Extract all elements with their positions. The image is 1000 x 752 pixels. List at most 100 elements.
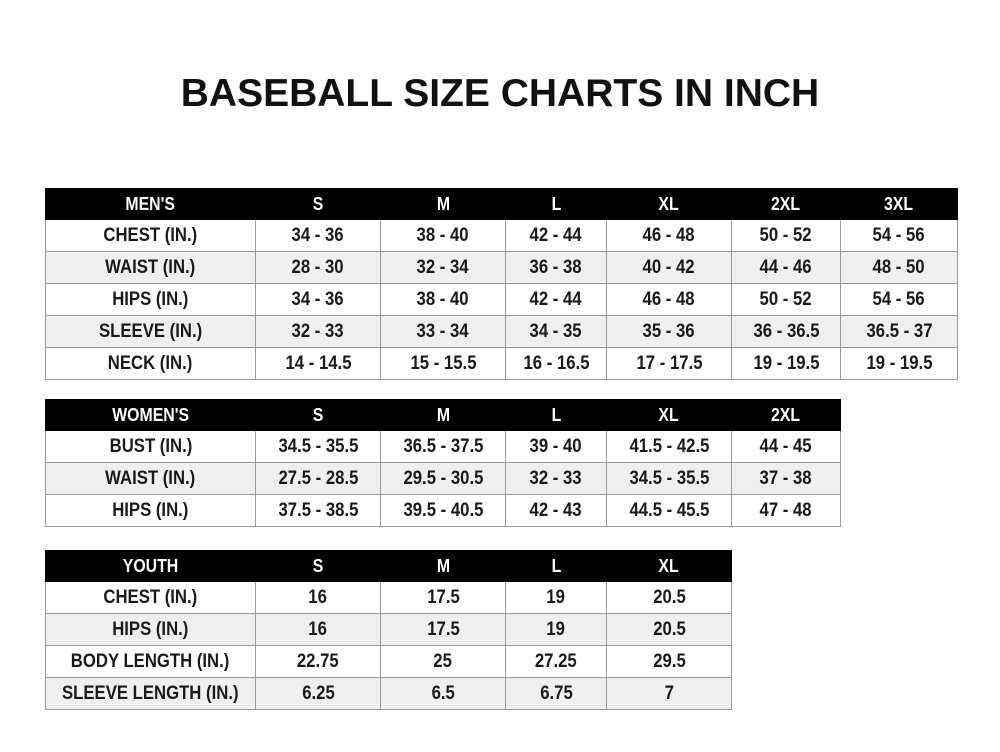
- size-value: 25: [380, 645, 506, 678]
- size-value: 42 - 43: [505, 494, 607, 527]
- size-header: M: [380, 399, 506, 431]
- youth-size-table: YOUTH S M L XL CHEST (IN.) 16 17.5 19 20.5 HIPS (I…: [45, 550, 732, 710]
- size-value: 36 - 38: [505, 251, 607, 284]
- cell-text: 16 - 16.5: [523, 352, 589, 374]
- size-value: 34.5 - 35.5: [255, 430, 381, 463]
- header-label: S: [312, 193, 324, 214]
- size-value: 19: [505, 581, 607, 614]
- size-header: 3XL: [840, 188, 958, 220]
- cell-text: HIPS (IN.): [112, 618, 189, 640]
- header-label: S: [312, 404, 324, 425]
- category-header: YOUTH: [45, 550, 256, 582]
- cell-text: 36 - 38: [529, 256, 583, 278]
- size-value: 47 - 48: [731, 494, 841, 527]
- cell-text: WAIST (IN.): [105, 467, 196, 489]
- header-label: XL: [658, 555, 680, 576]
- size-value: 41.5 - 42.5: [606, 430, 732, 463]
- size-value: 46 - 48: [606, 219, 732, 252]
- cell-text: 19 - 19.5: [866, 352, 932, 374]
- measurement-label: WAIST (IN.): [45, 251, 256, 284]
- cell-text: 17 - 17.5: [636, 352, 702, 374]
- size-value: 36 - 36.5: [731, 315, 841, 348]
- cell-text: 25: [433, 650, 453, 672]
- size-value: 19 - 19.5: [731, 347, 841, 380]
- cell-text: 14 - 14.5: [285, 352, 351, 374]
- size-value: 46 - 48: [606, 283, 732, 316]
- cell-text: 29.5: [652, 650, 686, 672]
- size-value: 20.5: [606, 613, 732, 646]
- header-label: XL: [658, 193, 680, 214]
- size-value: 44 - 45: [731, 430, 841, 463]
- size-value: 40 - 42: [606, 251, 732, 284]
- size-value: 54 - 56: [840, 219, 958, 252]
- measurement-label: BODY LENGTH (IN.): [45, 645, 256, 678]
- cell-text: 48 - 50: [872, 256, 926, 278]
- size-value: 48 - 50: [840, 251, 958, 284]
- size-value: 29.5 - 30.5: [380, 462, 506, 495]
- cell-text: 16: [308, 618, 328, 640]
- size-value: 37 - 38: [731, 462, 841, 495]
- cell-text: NECK (IN.): [108, 352, 193, 374]
- cell-text: 32 - 33: [291, 320, 345, 342]
- header-label: L: [551, 404, 561, 425]
- table-row: CHEST (IN.) 34 - 36 38 - 40 42 - 44 46 - 48 5…: [45, 219, 958, 252]
- size-value: 37.5 - 38.5: [255, 494, 381, 527]
- size-value: 17.5: [380, 581, 506, 614]
- cell-text: 17.5: [426, 586, 460, 608]
- cell-text: 32 - 33: [529, 467, 583, 489]
- cell-text: 28 - 30: [291, 256, 345, 278]
- cell-text: 17.5: [426, 618, 460, 640]
- size-value: 27.5 - 28.5: [255, 462, 381, 495]
- size-value: 33 - 34: [380, 315, 506, 348]
- header-label: 2XL: [771, 193, 801, 214]
- measurement-label: NECK (IN.): [45, 347, 256, 380]
- size-value: 17.5: [380, 613, 506, 646]
- size-value: 6.75: [505, 677, 607, 710]
- cell-text: 38 - 40: [416, 224, 470, 246]
- size-value: 35 - 36: [606, 315, 732, 348]
- cell-text: 46 - 48: [642, 288, 696, 310]
- cell-text: 34 - 36: [291, 224, 345, 246]
- cell-text: CHEST (IN.): [103, 224, 198, 246]
- cell-text: 42 - 44: [529, 288, 583, 310]
- size-value: 44 - 46: [731, 251, 841, 284]
- cell-text: 35 - 36: [642, 320, 696, 342]
- cell-text: 54 - 56: [872, 288, 926, 310]
- size-header: L: [505, 550, 607, 582]
- size-header: S: [255, 399, 381, 431]
- cell-text: 27.25: [535, 650, 577, 672]
- table-row: SLEEVE LENGTH (IN.) 6.25 6.5 6.75 7: [45, 677, 732, 710]
- header-row: MEN'S S M L XL 2XL 3XL: [45, 188, 958, 220]
- category-header: MEN'S: [45, 188, 256, 220]
- size-value: 14 - 14.5: [255, 347, 381, 380]
- cell-text: 36.5 - 37.5: [403, 435, 483, 457]
- size-value: 38 - 40: [380, 283, 506, 316]
- header-label: YOUTH: [122, 555, 179, 576]
- size-value: 19 - 19.5: [840, 347, 958, 380]
- size-value: 6.5: [380, 677, 506, 710]
- cell-text: 32 - 34: [416, 256, 470, 278]
- header-label: MEN'S: [125, 193, 176, 214]
- cell-text: 6.25: [301, 682, 335, 704]
- header-label: 2XL: [771, 404, 801, 425]
- header-label: 3XL: [884, 193, 914, 214]
- cell-text: 44 - 45: [759, 435, 813, 457]
- size-value: 42 - 44: [505, 283, 607, 316]
- cell-text: 42 - 44: [529, 224, 583, 246]
- cell-text: 37 - 38: [759, 467, 813, 489]
- cell-text: 37.5 - 38.5: [278, 499, 358, 521]
- size-value: 36.5 - 37.5: [380, 430, 506, 463]
- size-header: XL: [606, 399, 732, 431]
- cell-text: 7: [664, 682, 674, 704]
- table-row: WAIST (IN.) 27.5 - 28.5 29.5 - 30.5 32 - 33…: [45, 462, 841, 495]
- size-value: 17 - 17.5: [606, 347, 732, 380]
- cell-text: SLEEVE LENGTH (IN.): [62, 682, 239, 704]
- cell-text: 50 - 52: [759, 224, 813, 246]
- table-row: BODY LENGTH (IN.) 22.75 25 27.25 29.5: [45, 645, 732, 678]
- cell-text: 54 - 56: [872, 224, 926, 246]
- table-row: HIPS (IN.) 37.5 - 38.5 39.5 - 40.5 42 - 43 4…: [45, 494, 841, 527]
- size-value: 15 - 15.5: [380, 347, 506, 380]
- table-row: SLEEVE (IN.) 32 - 33 33 - 34 34 - 35 35 - 36…: [45, 315, 958, 348]
- cell-text: 42 - 43: [529, 499, 583, 521]
- cell-text: 33 - 34: [416, 320, 470, 342]
